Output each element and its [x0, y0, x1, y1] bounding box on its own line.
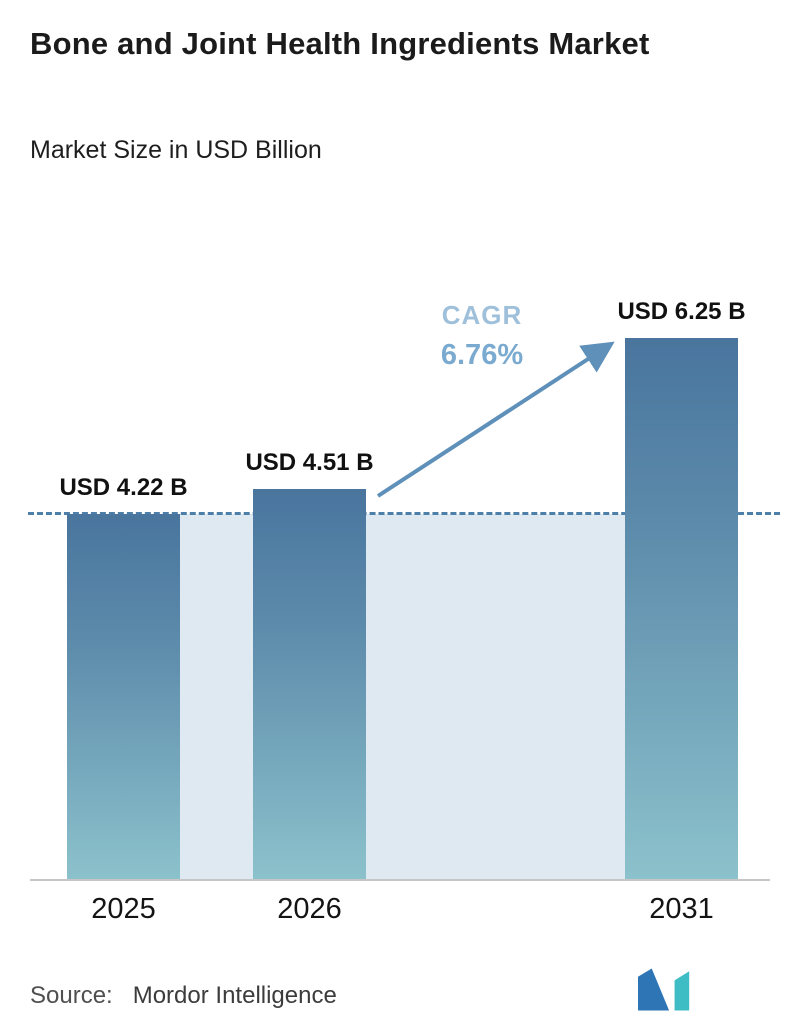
bar-group-2025: USD 4.22 B [59, 474, 188, 881]
cagr-annotation: CAGR 6.76% [402, 300, 562, 372]
x-axis-label-2026: 2026 [277, 893, 342, 925]
x-axis-label-2025: 2025 [91, 893, 156, 925]
mordor-intelligence-logo [638, 968, 690, 1011]
cagr-value: 6.76% [440, 339, 524, 371]
cagr-label: CAGR [441, 300, 523, 330]
source-label: Source: [30, 982, 113, 1009]
chart-subtitle: Market Size in USD Billion [30, 136, 322, 164]
bar-value-label: USD 4.22 B [59, 474, 188, 501]
bar-group-2026: USD 4.51 B [245, 449, 374, 881]
bar-group-2031: USD 6.25 B [617, 298, 746, 881]
bar-2031 [625, 338, 738, 881]
source-row: Source: Mordor Intelligence [30, 982, 337, 1010]
growth-arrow-icon [376, 341, 615, 498]
x-axis-line [30, 879, 770, 881]
shaded-area [180, 514, 625, 881]
bar-value-label: USD 4.51 B [245, 449, 374, 476]
bar-value-label: USD 6.25 B [617, 298, 746, 325]
bar-2026 [253, 489, 366, 881]
bar-2025 [67, 514, 180, 881]
x-axis-label-2031: 2031 [649, 893, 714, 925]
chart-title: Bone and Joint Health Ingredients Market [30, 26, 650, 61]
source-value: Mordor Intelligence [132, 982, 337, 1009]
reference-dashed-line [28, 512, 780, 515]
